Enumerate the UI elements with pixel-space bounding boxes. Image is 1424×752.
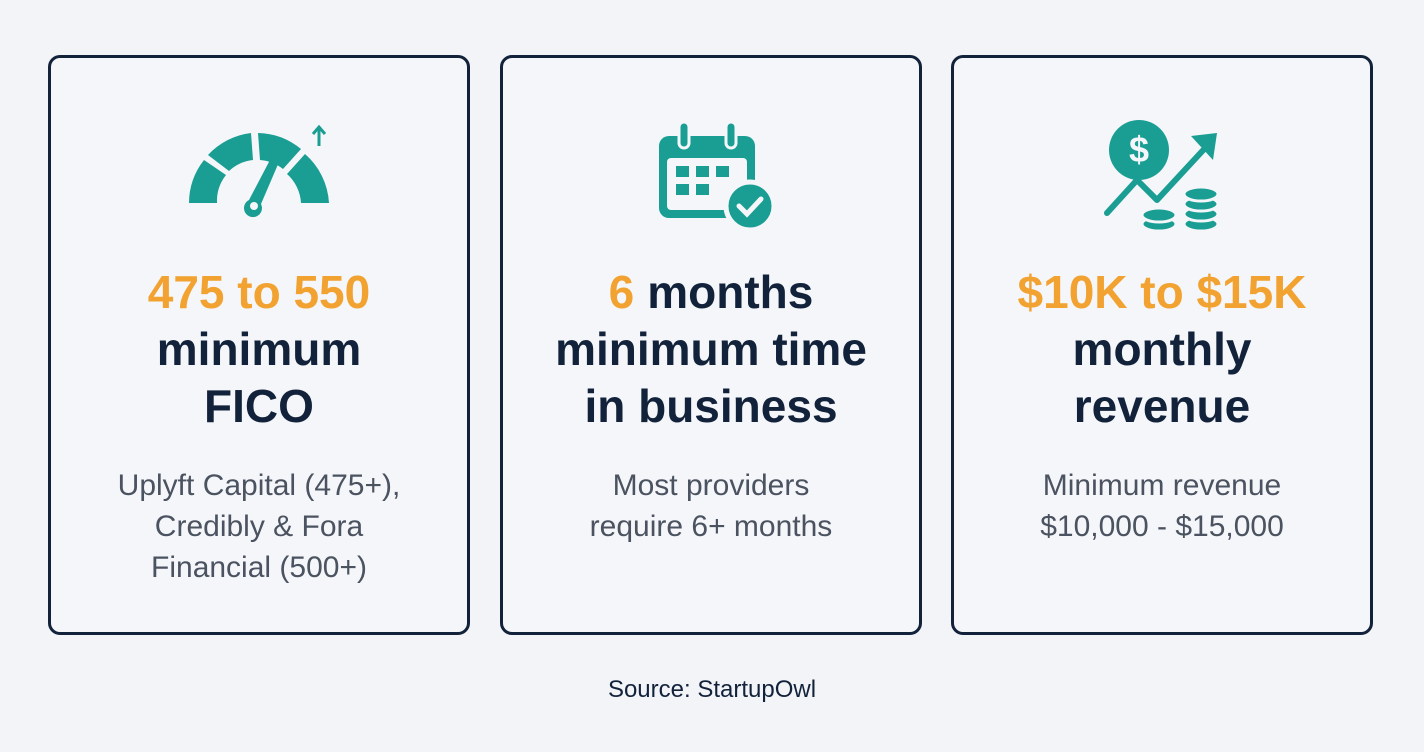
headline-line: minimum [51,321,467,378]
description-line: Credibly & Fora [154,510,364,543]
headline-highlight: 475 to 550 [147,266,371,318]
description: Minimum revenue $10,000 - $15,000 [954,465,1370,547]
description-line: Uplyft Capital (475+), [117,469,401,502]
headline-line: minimum time [503,321,919,378]
description: Most providers require 6+ months [503,465,919,547]
description: Uplyft Capital (475+), Credibly & Fora Fin… [51,465,467,588]
source: Source: StartupOwl [607,676,817,703]
card: $ $10K to $15K monthly revenue Minimum rev… [951,55,1373,635]
headline-line: $10K to $15K [954,264,1370,321]
headline-highlight: $10K to $15K [1017,266,1307,318]
headline-line: in business [503,378,919,435]
headline-text: minimum [156,323,362,375]
card: 6 months minimum time in business Most prov… [500,55,922,635]
headline-highlight: 6 [608,266,635,318]
description-line: $10,000 - $15,000 [1040,510,1284,543]
headline: 6 months minimum time in business [503,264,919,435]
headline: 475 to 550 minimum FICO [51,264,467,435]
gauge-icon [51,118,467,233]
headline-text: revenue [1073,380,1251,432]
description-line: Most providers [612,469,810,502]
headline-line: revenue [954,378,1370,435]
headline: $10K to $15K monthly revenue [954,264,1370,435]
headline-line: monthly [954,321,1370,378]
card: 475 to 550 minimum FICO Uplyft Capital (47… [48,55,470,635]
revenue-icon: $ [954,118,1370,233]
headline-line: 6 months [503,264,919,321]
headline-line: FICO [51,378,467,435]
description-line: require 6+ months [589,510,833,543]
description-line: Financial (500+) [151,551,367,584]
headline-line: 475 to 550 [51,264,467,321]
headline-text: minimum time [555,323,867,375]
description-line: Minimum revenue [1042,469,1282,502]
headline-text: monthly [1072,323,1252,375]
calendar-icon [503,118,919,233]
svg-text:$: $ [1129,129,1149,170]
headline-text: in business [584,380,838,432]
headline-text: months [647,266,814,318]
headline-text: FICO [204,380,314,432]
